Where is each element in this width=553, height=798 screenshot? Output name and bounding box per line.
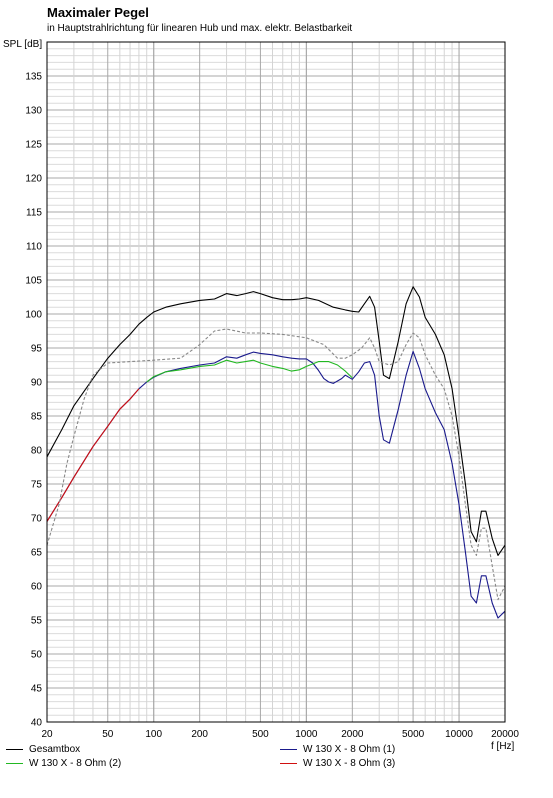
legend-item-w130x-3: W 130 X - 8 Ohm (3) [280, 758, 395, 769]
y-tick-label: 80 [31, 446, 43, 457]
plot-frame [46, 41, 506, 723]
y-tick-label: 95 [31, 344, 43, 355]
y-tick-label: 120 [25, 174, 42, 185]
y-tick-label: 100 [25, 310, 42, 321]
series-line-3 [46, 388, 140, 522]
y-tick-label: 70 [31, 514, 43, 525]
legend-item-w130x-2: W 130 X - 8 Ohm (2) [6, 758, 121, 769]
x-tick-label: 200 [191, 729, 208, 740]
y-axis-label: SPL [dB] [3, 39, 43, 50]
x-tick-label: 20000 [491, 729, 519, 740]
y-tick-label: 60 [31, 582, 43, 593]
y-tick-label: 50 [31, 650, 43, 661]
y-tick-label: 55 [31, 616, 43, 627]
y-tick-label: 45 [31, 684, 43, 695]
legend-item-w130x-1: W 130 X - 8 Ohm (1) [280, 744, 395, 755]
y-tick-label: 40 [31, 718, 43, 729]
grid [47, 42, 505, 722]
y-tick-label: 110 [26, 242, 42, 253]
x-tick-label: 20 [41, 729, 53, 740]
chart-title: Maximaler Pegel [47, 5, 149, 20]
y-tick-label: 90 [31, 378, 43, 389]
y-tick-label: 130 [25, 106, 42, 117]
y-tick-label: 115 [26, 208, 42, 219]
x-tick-label: 10000 [445, 729, 473, 740]
series-line-4 [46, 328, 506, 601]
legend-label: Gesamtbox [29, 744, 81, 755]
x-tick-label: 50 [102, 729, 114, 740]
series-lines [46, 286, 506, 619]
series-line-2 [146, 359, 353, 383]
y-tick-label: 85 [31, 412, 43, 423]
x-tick-label: 1000 [295, 729, 318, 740]
x-tick-label: 2000 [341, 729, 364, 740]
legend-label: W 130 X - 8 Ohm (3) [303, 758, 396, 769]
legend-label: W 130 X - 8 Ohm (2) [29, 758, 122, 769]
x-axis-label: f [Hz] [491, 741, 515, 752]
y-tick-label: 65 [31, 548, 43, 559]
x-tick-label: 5000 [402, 729, 425, 740]
series-line-0 [46, 286, 506, 556]
legend-item-gesamtbox: Gesamtbox [6, 744, 80, 755]
y-tick-label: 125 [25, 140, 42, 151]
legend-swatch [280, 749, 297, 750]
legend-label: W 130 X - 8 Ohm (1) [303, 744, 396, 755]
legend-swatch [280, 763, 297, 764]
y-tick-label: 75 [31, 480, 43, 491]
legend-swatch [6, 763, 23, 764]
x-tick-label: 500 [252, 729, 269, 740]
chart-subtitle: in Hauptstrahlrichtung für linearen Hub … [47, 23, 353, 34]
x-tick-label: 100 [145, 729, 162, 740]
series-line-1 [46, 350, 506, 619]
y-tick-label: 105 [25, 276, 42, 287]
legend-swatch [6, 749, 23, 750]
y-tick-label: 135 [25, 72, 42, 83]
axis-ticks: 40 45 50 55 60 65 70 75 80 85 90 95 100 105 110 115 120 1… [25, 72, 519, 741]
